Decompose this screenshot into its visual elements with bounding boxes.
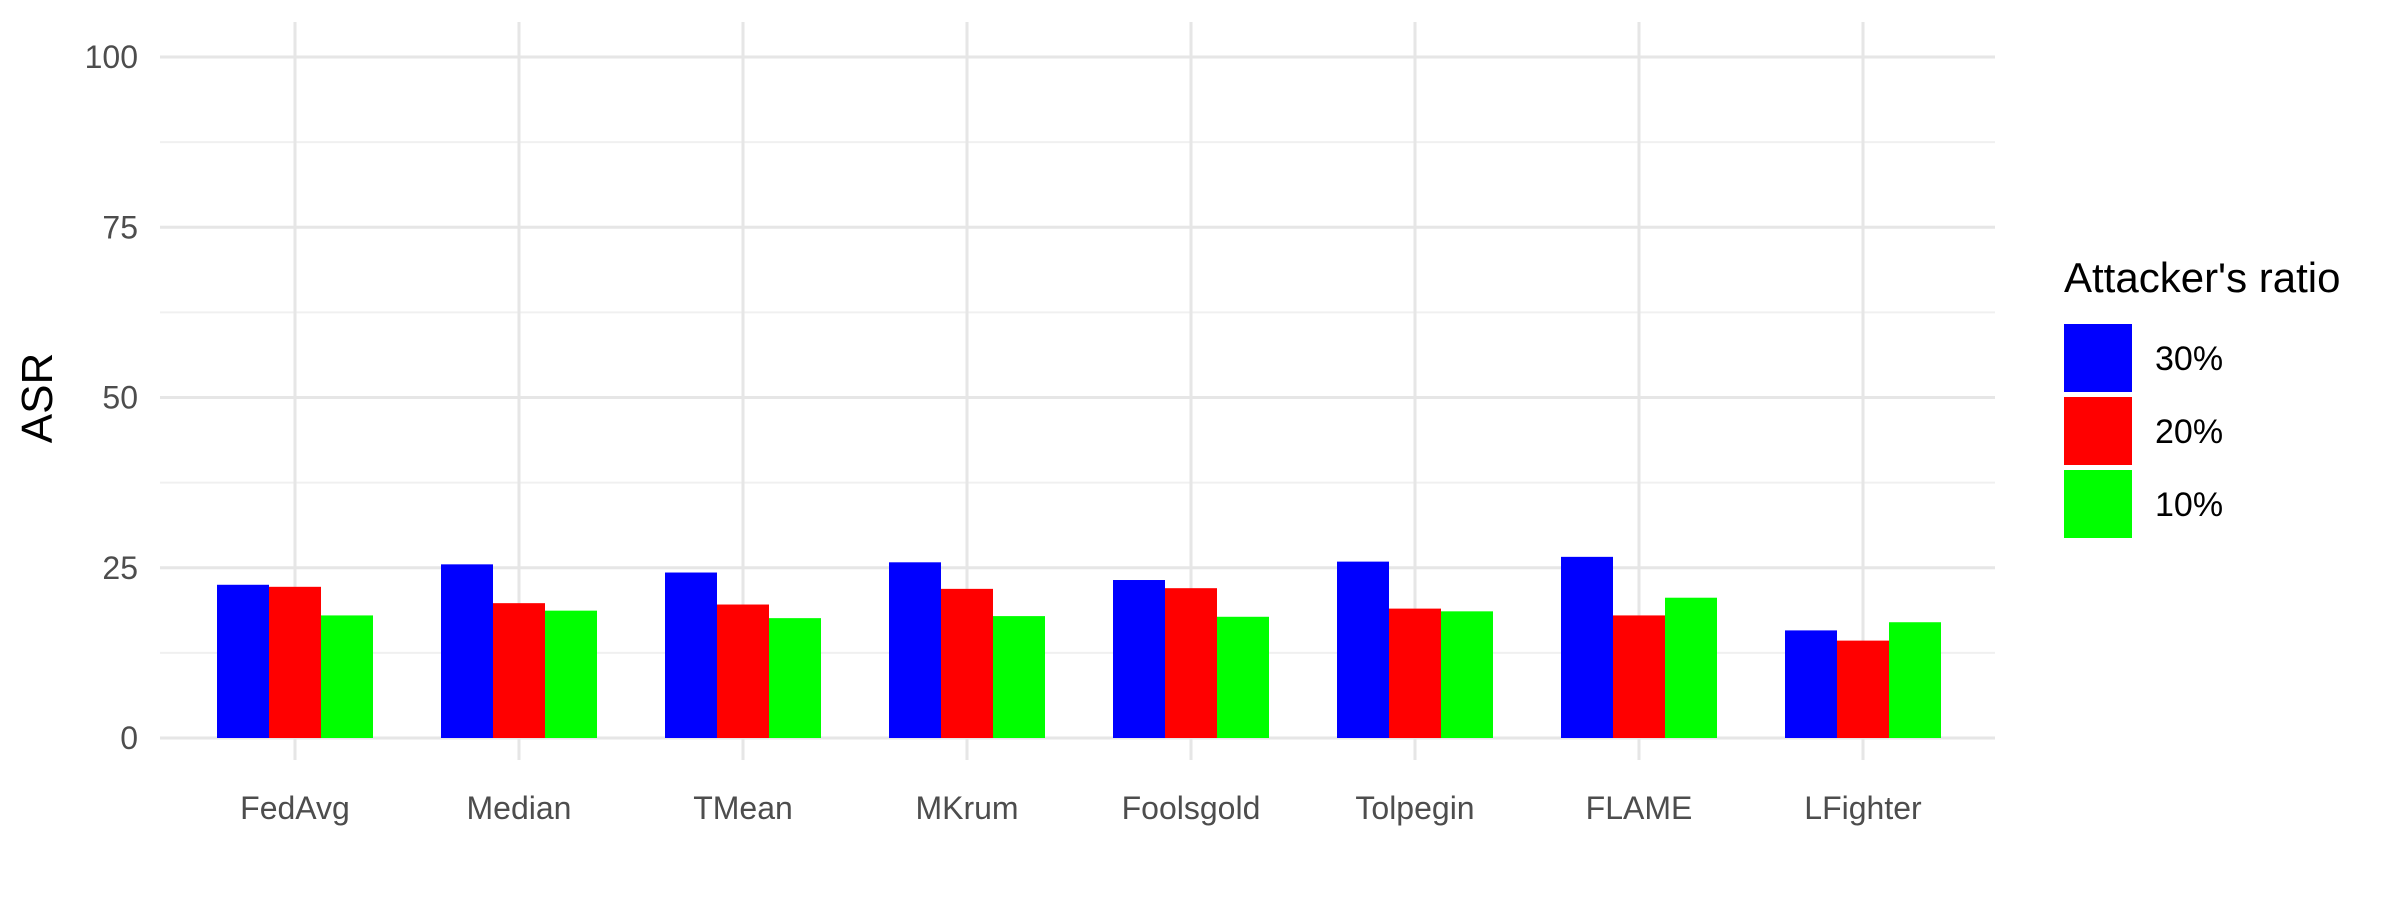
legend-key-20pct [2064,397,2132,465]
y-tick-label: 0 [120,720,138,756]
bar-30pct-fedavg [217,584,269,738]
bars [217,556,1941,738]
grid [160,22,1995,760]
x-tick-label: Foolsgold [1122,790,1261,826]
bar-20pct-foolsgold [1165,588,1217,738]
x-tick-label: LFighter [1804,790,1922,826]
x-tick-label: Median [467,790,572,826]
x-tick-label: FedAvg [240,790,350,826]
bar-30pct-mkrum [889,562,941,738]
x-tick-label: TMean [693,790,793,826]
bar-20pct-mkrum [941,588,993,738]
legend: Attacker's ratio 30% 20% 10% [2064,254,2340,538]
legend-key-30pct [2064,324,2132,392]
y-tick-label: 100 [85,39,138,75]
bar-10pct-median [545,610,597,738]
x-tick-label: FLAME [1586,790,1693,826]
y-tick-label: 50 [102,380,138,416]
y-axis-title: ASR [13,353,62,443]
bar-10pct-fedavg [321,615,373,738]
x-tick-label: Tolpegin [1355,790,1474,826]
y-tick-label: 25 [102,550,138,586]
x-tick-labels: FedAvg Median TMean MKrum Foolsgold Tolpegin F… [240,790,1922,826]
bar-20pct-fedavg [269,586,321,738]
x-tick-label: MKrum [915,790,1018,826]
bar-20pct-flame [1613,615,1665,738]
bar-20pct-lfighter [1837,640,1889,738]
legend-label: 20% [2155,413,2223,451]
bar-10pct-lfighter [1889,622,1941,738]
bar-20pct-tmean [717,604,769,738]
bar-30pct-flame [1561,556,1613,738]
bar-10pct-mkrum [993,616,1045,738]
bar-10pct-foolsgold [1217,616,1269,738]
legend-items: 30% 20% 10% [2064,324,2223,538]
bar-30pct-median [441,564,493,738]
bar-10pct-tmean [769,618,821,738]
bar-20pct-tolpegin [1389,608,1441,738]
legend-key-10pct [2064,470,2132,538]
bar-10pct-flame [1665,597,1717,738]
legend-label: 30% [2155,340,2223,378]
y-tick-labels: 0 25 50 75 100 [85,39,138,756]
legend-title: Attacker's ratio [2064,254,2340,301]
bar-20pct-median [493,603,545,738]
bar-30pct-foolsgold [1113,580,1165,738]
bar-30pct-tolpegin [1337,561,1389,738]
legend-label: 10% [2155,486,2223,524]
y-tick-label: 75 [102,209,138,245]
bar-30pct-lfighter [1785,630,1837,738]
bar-30pct-tmean [665,572,717,738]
bar-10pct-tolpegin [1441,611,1493,738]
